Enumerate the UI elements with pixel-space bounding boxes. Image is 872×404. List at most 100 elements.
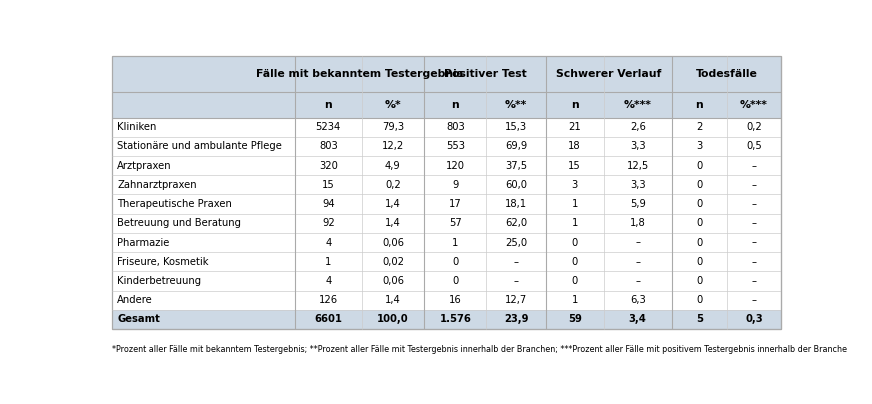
Text: –: – bbox=[752, 218, 757, 228]
Text: 5: 5 bbox=[696, 314, 703, 324]
Text: –: – bbox=[635, 257, 640, 267]
Text: 15: 15 bbox=[322, 180, 335, 190]
Bar bbox=[112, 175, 781, 194]
Text: 553: 553 bbox=[446, 141, 465, 152]
Text: –: – bbox=[752, 199, 757, 209]
Text: %***: %*** bbox=[740, 100, 768, 110]
Text: 18: 18 bbox=[569, 141, 581, 152]
Bar bbox=[112, 194, 781, 214]
Text: 100,0: 100,0 bbox=[377, 314, 409, 324]
Text: Zahnarztpraxen: Zahnarztpraxen bbox=[117, 180, 197, 190]
Text: %***: %*** bbox=[623, 100, 651, 110]
Text: Positiver Test: Positiver Test bbox=[444, 69, 527, 79]
Text: 5,9: 5,9 bbox=[630, 199, 645, 209]
Text: 23,9: 23,9 bbox=[504, 314, 528, 324]
Text: 0,06: 0,06 bbox=[382, 276, 404, 286]
Text: 69,9: 69,9 bbox=[505, 141, 528, 152]
Text: 1,4: 1,4 bbox=[385, 199, 401, 209]
Bar bbox=[112, 290, 781, 310]
Text: 16: 16 bbox=[449, 295, 461, 305]
Text: 0,5: 0,5 bbox=[746, 141, 762, 152]
Text: –: – bbox=[635, 238, 640, 248]
Text: 0: 0 bbox=[453, 276, 459, 286]
Bar bbox=[112, 214, 781, 233]
Text: 0: 0 bbox=[571, 276, 578, 286]
Text: Kinderbetreuung: Kinderbetreuung bbox=[117, 276, 201, 286]
Text: 0,06: 0,06 bbox=[382, 238, 404, 248]
Text: 0,02: 0,02 bbox=[382, 257, 404, 267]
Text: 1: 1 bbox=[325, 257, 331, 267]
Text: 3,3: 3,3 bbox=[630, 141, 645, 152]
Text: %**: %** bbox=[505, 100, 528, 110]
Text: 0: 0 bbox=[571, 238, 578, 248]
Bar bbox=[112, 310, 781, 329]
Text: 126: 126 bbox=[319, 295, 337, 305]
Text: 0: 0 bbox=[696, 295, 703, 305]
Bar bbox=[112, 56, 781, 329]
Text: 1.576: 1.576 bbox=[439, 314, 471, 324]
Text: 1: 1 bbox=[452, 238, 459, 248]
Text: 2: 2 bbox=[696, 122, 703, 132]
Text: 1,4: 1,4 bbox=[385, 218, 401, 228]
Text: 0: 0 bbox=[696, 257, 703, 267]
Bar bbox=[112, 233, 781, 252]
Text: –: – bbox=[752, 295, 757, 305]
Text: –: – bbox=[752, 257, 757, 267]
Text: Betreuung und Beratung: Betreuung und Beratung bbox=[117, 218, 242, 228]
Text: 0: 0 bbox=[453, 257, 459, 267]
Text: 1,4: 1,4 bbox=[385, 295, 401, 305]
Text: 37,5: 37,5 bbox=[505, 161, 528, 170]
Text: 0: 0 bbox=[696, 276, 703, 286]
Text: 0: 0 bbox=[696, 180, 703, 190]
Text: Fälle mit bekanntem Testergebnis: Fälle mit bekanntem Testergebnis bbox=[255, 69, 463, 79]
Bar bbox=[112, 56, 781, 92]
Text: 1: 1 bbox=[571, 199, 578, 209]
Text: 57: 57 bbox=[449, 218, 461, 228]
Text: Therapeutische Praxen: Therapeutische Praxen bbox=[117, 199, 232, 209]
Text: Gesamt: Gesamt bbox=[117, 314, 160, 324]
Text: –: – bbox=[752, 276, 757, 286]
Text: 6,3: 6,3 bbox=[630, 295, 645, 305]
Text: –: – bbox=[514, 257, 519, 267]
Text: 0: 0 bbox=[696, 238, 703, 248]
Text: 1: 1 bbox=[571, 218, 578, 228]
Text: %*: %* bbox=[385, 100, 401, 110]
Text: 3,4: 3,4 bbox=[629, 314, 647, 324]
Text: 0,2: 0,2 bbox=[746, 122, 762, 132]
Text: 2,6: 2,6 bbox=[630, 122, 645, 132]
Text: 0: 0 bbox=[696, 218, 703, 228]
Bar bbox=[112, 156, 781, 175]
Text: 12,2: 12,2 bbox=[382, 141, 404, 152]
Text: n: n bbox=[324, 100, 332, 110]
Text: 18,1: 18,1 bbox=[505, 199, 528, 209]
Text: –: – bbox=[752, 180, 757, 190]
Text: 4: 4 bbox=[325, 276, 331, 286]
Text: –: – bbox=[752, 238, 757, 248]
Text: 0,3: 0,3 bbox=[746, 314, 763, 324]
Bar bbox=[112, 252, 781, 271]
Text: 9: 9 bbox=[452, 180, 459, 190]
Text: 6601: 6601 bbox=[314, 314, 343, 324]
Text: Stationäre und ambulante Pflege: Stationäre und ambulante Pflege bbox=[117, 141, 282, 152]
Text: 59: 59 bbox=[568, 314, 582, 324]
Text: –: – bbox=[514, 276, 519, 286]
Text: Andere: Andere bbox=[117, 295, 153, 305]
Text: 0: 0 bbox=[696, 199, 703, 209]
Text: 4,9: 4,9 bbox=[385, 161, 401, 170]
Text: 15,3: 15,3 bbox=[505, 122, 528, 132]
Text: 12,5: 12,5 bbox=[627, 161, 649, 170]
Text: 92: 92 bbox=[322, 218, 335, 228]
Bar bbox=[112, 271, 781, 290]
Text: 17: 17 bbox=[449, 199, 461, 209]
Text: 320: 320 bbox=[319, 161, 337, 170]
Text: 25,0: 25,0 bbox=[505, 238, 528, 248]
Bar bbox=[112, 137, 781, 156]
Text: 3,3: 3,3 bbox=[630, 180, 645, 190]
Text: 0,2: 0,2 bbox=[385, 180, 401, 190]
Text: n: n bbox=[696, 100, 703, 110]
Text: 3: 3 bbox=[696, 141, 703, 152]
Text: 3: 3 bbox=[571, 180, 578, 190]
Text: 21: 21 bbox=[569, 122, 581, 132]
Text: 1,8: 1,8 bbox=[630, 218, 645, 228]
Bar bbox=[112, 92, 781, 118]
